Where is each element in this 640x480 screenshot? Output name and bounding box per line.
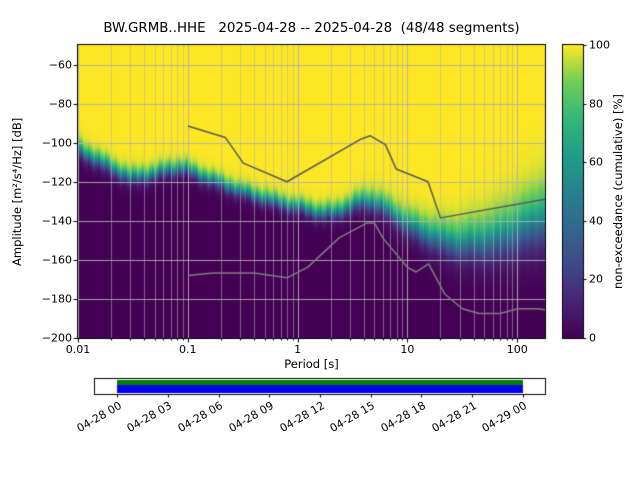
x-tick-label: 0.1 [179,343,197,356]
y-tick-label: −100 [41,136,72,150]
colorbar-tick-label: 40 [589,214,603,228]
x-tick-label: 1 [294,343,302,356]
y-tick-label: −180 [41,292,72,306]
colorbar-tick-label: 20 [589,272,603,286]
colorbar-tick-label: 80 [589,97,603,111]
colorbar-tick-label: 0 [589,331,596,345]
x-tick-label: 0.01 [65,343,91,356]
colorbar-tick-label: 60 [589,155,603,169]
y-tick-label: −120 [41,175,72,189]
y-tick-label: −200 [41,331,72,345]
colorbar-tick-label: 100 [589,38,610,52]
y-axis-label: Amplitude [m²/s⁴/Hz] [dB] [10,117,24,266]
y-tick-label: −160 [41,253,72,267]
y-tick-label: −80 [48,97,72,111]
y-tick-label: −140 [41,214,72,228]
x-axis-label: Period [s] [284,357,339,371]
x-tick-label: 100 [506,343,528,356]
y-tick-label: −60 [48,58,72,72]
x-tick-label: 10 [400,343,415,356]
plot-title: BW.GRMB..HHE 2025-04-28 -- 2025-04-28 (4… [103,21,520,36]
colorbar-label: non-exceedance (cumulative) [%] [611,94,625,289]
